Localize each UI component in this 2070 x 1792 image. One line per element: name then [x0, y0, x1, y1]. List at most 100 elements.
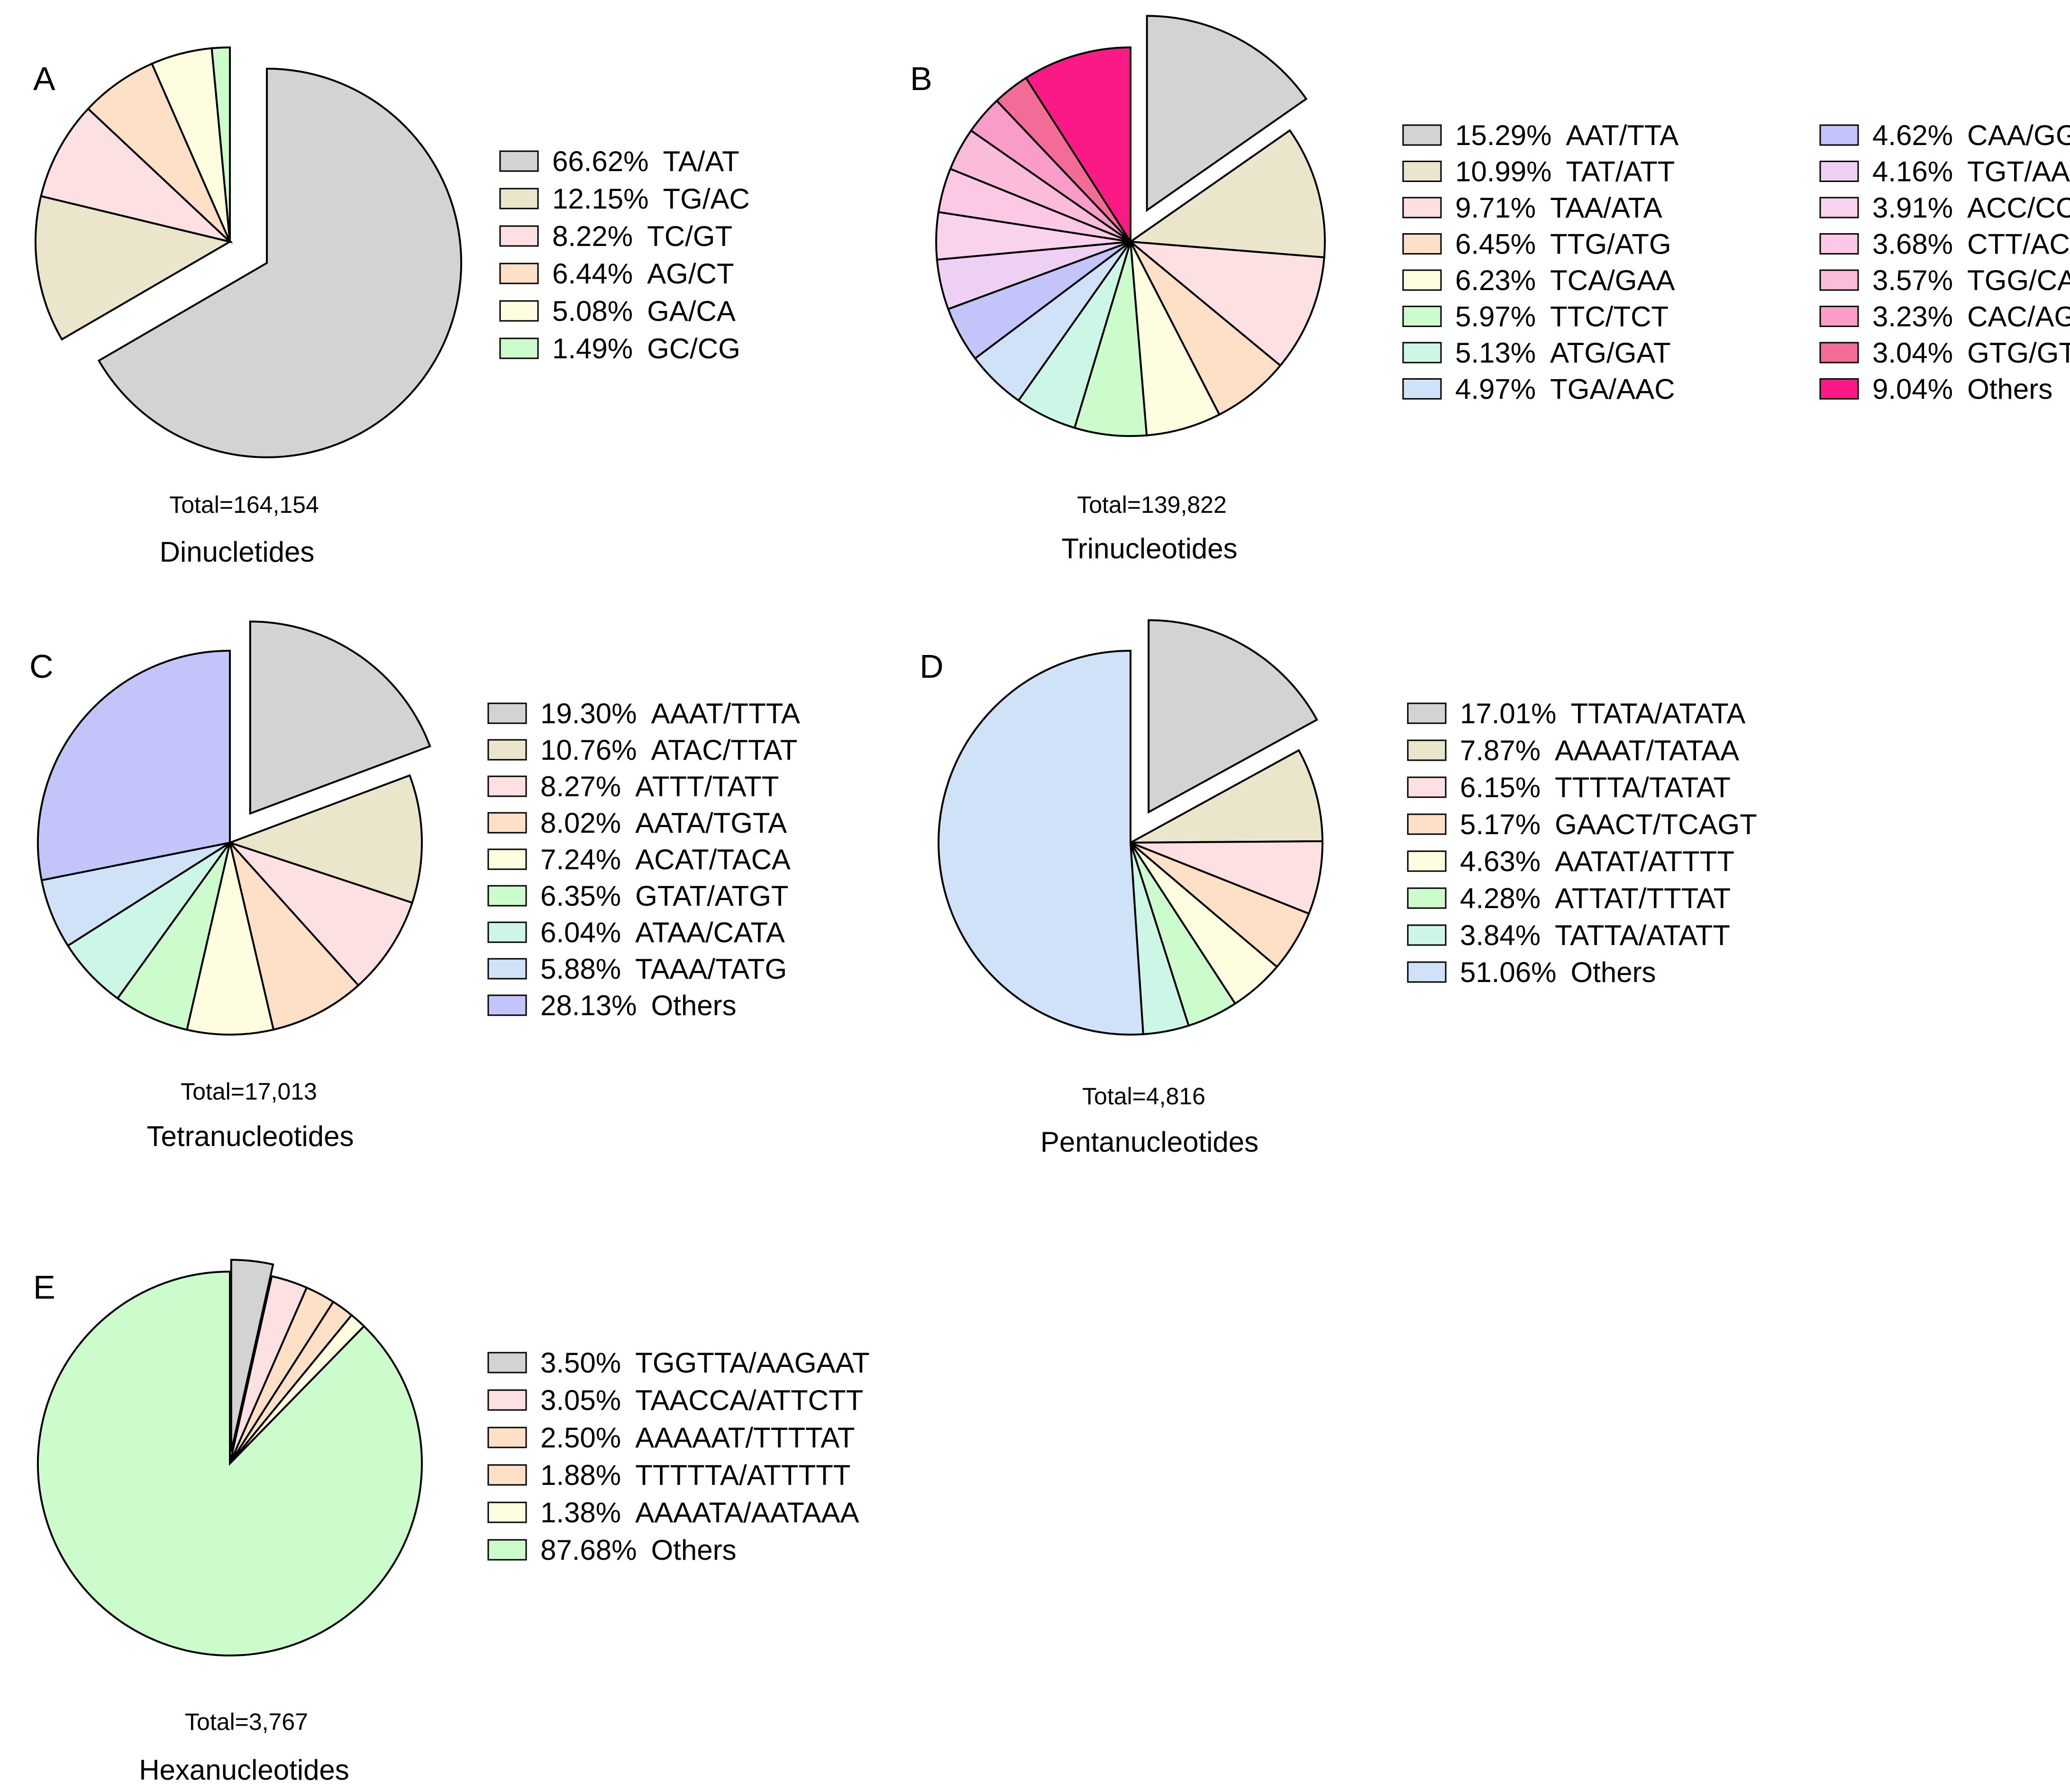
legend-swatch	[1402, 269, 1442, 291]
panel-a-dinucleotides: A 66.62% TA/AT 12.15% TG/AC 8.22% TC/GT 6.44% AG…	[33, 46, 750, 568]
pie-slice-taaa-tatg	[40, 842, 231, 947]
legend-swatch	[1402, 306, 1442, 327]
legend-item: 2.50% AAAAAT/TTTTAT	[487, 1422, 855, 1454]
legend-label: 3.91% ACC/CCA	[1872, 192, 2070, 224]
legend-swatch	[499, 300, 539, 322]
legend-motif: AAAT/TTTA	[651, 698, 800, 729]
panel-letter: C	[29, 648, 54, 685]
legend-motif: TTTTTA/ATTTTT	[635, 1459, 850, 1491]
legend-label: 3.57% TGG/CAT	[1872, 264, 2070, 296]
legend-swatch	[487, 1389, 527, 1411]
legend-swatch	[487, 739, 527, 761]
legend-swatch	[487, 848, 527, 870]
pie-slice-others	[37, 1270, 423, 1656]
legend-swatch	[1402, 233, 1442, 255]
legend-swatch	[499, 263, 539, 284]
legend-item: 3.04% GTG/GTT	[1819, 337, 2070, 369]
legend-percent: 6.35%	[540, 880, 621, 912]
legend-motif: TA/AT	[663, 146, 739, 177]
legend-swatch	[1402, 161, 1442, 182]
total-count: Total=139,822	[1077, 491, 1227, 518]
legend-percent: 6.44%	[552, 258, 633, 290]
legend-motif: Others	[1571, 956, 1656, 988]
pie-slice-tg-ac	[35, 195, 233, 341]
legend-percent: 4.16%	[1872, 156, 1953, 188]
pie-slice-others	[1024, 46, 1131, 245]
legend-swatch	[1407, 850, 1447, 872]
legend-percent: 12.15%	[552, 183, 649, 215]
pie-slice-atac-ttat	[227, 774, 423, 904]
legend-label: 6.04% ATAA/CATA	[540, 917, 785, 948]
panel-letter: A	[33, 60, 55, 97]
chart-title: Pentanucleotides	[1040, 1126, 1258, 1158]
pie-slice-tggtta-aagaat	[230, 1259, 274, 1452]
legend-swatch	[1407, 887, 1447, 909]
legend-percent: 1.38%	[540, 1497, 621, 1528]
legend-item: 5.17% GAACT/TCAGT	[1407, 809, 1757, 840]
pie-slice-attt-tatt	[227, 840, 414, 987]
legend-swatch	[487, 958, 527, 980]
legend-label: 3.50% TGGTTA/AAGAAT	[540, 1347, 870, 1379]
legend-item: 87.68% Others	[487, 1534, 737, 1566]
legend-motif: GC/CG	[647, 333, 740, 364]
legend-label: 4.62% CAA/GGT	[1872, 119, 2070, 151]
legend-percent: 28.13%	[540, 990, 637, 1021]
legend-percent: 3.68%	[1872, 228, 1953, 260]
legend-percent: 2.50%	[540, 1422, 621, 1454]
legend-percent: 6.45%	[1455, 228, 1536, 260]
legend-item: 6.35% GTAT/ATGT	[487, 880, 788, 912]
legend-percent: 6.15%	[1460, 772, 1541, 803]
pie-slice-gtat-atgt	[116, 842, 231, 1031]
legend-label: 8.02% AATA/TGTA	[540, 807, 787, 839]
legend-item: 3.84% TATTA/ATATT	[1407, 919, 1730, 951]
legend-motif: TATTA/ATATT	[1555, 919, 1730, 951]
legend-swatch	[487, 1427, 527, 1448]
pie-slice-aata-tgta	[229, 842, 360, 1031]
legend-label: 5.17% GAACT/TCAGT	[1460, 809, 1757, 840]
legend-motif: ATAC/TTAT	[651, 734, 798, 766]
pie-slice-aat-tta	[1146, 15, 1308, 212]
legend-item: 1.49% GC/CG	[499, 333, 740, 364]
legend-item: 8.27% ATTT/TATT	[487, 771, 779, 802]
legend-item: 3.50% TGGTTA/AAGAAT	[487, 1347, 870, 1379]
legend-label: 2.50% AAAAAT/TTTTAT	[540, 1422, 855, 1454]
legend-label: 17.01% TTATA/ATATA	[1460, 698, 1745, 729]
legend-percent: 7.24%	[540, 844, 621, 875]
legend-item: 15.29% AAT/TTA	[1402, 119, 1678, 151]
legend-swatch	[487, 702, 527, 724]
legend-swatch	[1407, 924, 1447, 946]
legend-percent: 3.23%	[1872, 301, 1953, 333]
pie-slice-tttta-tatat	[1130, 840, 1323, 915]
legend-item: 6.15% TTTTA/TATAT	[1407, 772, 1731, 803]
legend-percent: 5.97%	[1455, 301, 1536, 333]
legend-swatch	[487, 921, 527, 943]
legend-swatch	[487, 775, 527, 797]
legend-item: 4.62% CAA/GGT	[1819, 119, 2070, 151]
legend-motif: TTATA/ATATA	[1571, 698, 1746, 729]
legend-motif: AATAT/ATTTT	[1555, 846, 1734, 877]
pie-slice-acat-taca	[185, 842, 275, 1036]
chart-title: Tetranucleotides	[147, 1120, 354, 1152]
pie-slice-others	[937, 649, 1144, 1036]
legend-swatch	[499, 337, 539, 359]
legend-motif: AAAAAT/TTTTAT	[635, 1422, 855, 1454]
legend-swatch	[1407, 776, 1447, 798]
legend-item: 7.87% AAAAT/TATAA	[1407, 735, 1739, 766]
legend-motif: TTG/ATG	[1550, 228, 1671, 260]
legend-label: 4.63% AATAT/ATTTT	[1460, 846, 1734, 877]
legend-label: 4.28% ATTAT/TTTAT	[1460, 882, 1731, 914]
panel-letter: E	[33, 1269, 55, 1306]
pie-slice-aaaat-tataa	[1130, 749, 1324, 844]
legend-item: 10.76% ATAC/TTAT	[487, 734, 798, 766]
legend-motif: GTAT/ATGT	[635, 880, 788, 912]
legend-label: 19.30% AAAT/TTTA	[540, 698, 800, 729]
legend-label: 3.05% TAACCA/ATTCTT	[540, 1384, 863, 1416]
legend-motif: TAA/ATA	[1550, 192, 1662, 224]
legend-motif: ACC/CCA	[1967, 192, 2070, 224]
panel-c-tetranucleotides: C 19.30% AAAT/TTTA 10.76% ATAC/TTAT 8.27% ATTT…	[29, 620, 800, 1152]
legend-item: 12.15% TG/AC	[499, 183, 750, 215]
pie-slice-tat-att	[1128, 129, 1326, 259]
legend-item: 3.57% TGG/CAT	[1819, 264, 2070, 296]
legend-swatch	[487, 1352, 527, 1374]
pie-slice-gc-cg	[210, 46, 231, 242]
